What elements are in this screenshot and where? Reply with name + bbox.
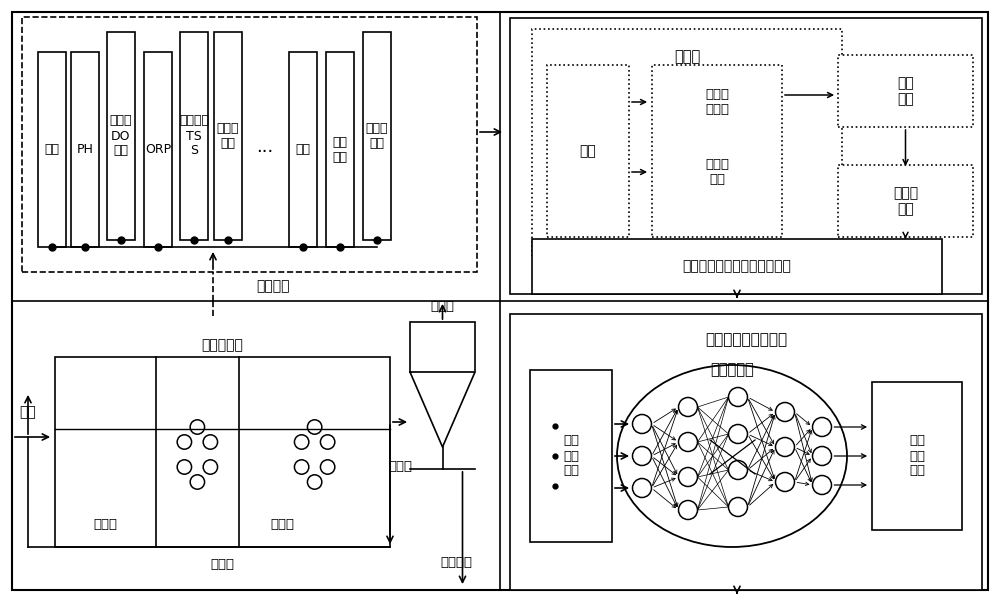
Text: 缺氧区: 缺氧区 — [93, 518, 117, 532]
Text: 辅助
变量
输入: 辅助 变量 输入 — [563, 435, 579, 477]
FancyBboxPatch shape — [180, 32, 208, 240]
FancyBboxPatch shape — [532, 29, 842, 257]
Text: ...: ... — [256, 138, 274, 156]
Text: PH: PH — [77, 143, 93, 156]
FancyBboxPatch shape — [144, 52, 172, 247]
Text: 污泥回
流量: 污泥回 流量 — [217, 122, 239, 150]
Text: 硝酸盐
浓度: 硝酸盐 浓度 — [366, 122, 388, 150]
Text: 机理
分析: 机理 分析 — [897, 76, 914, 106]
Text: ORP: ORP — [145, 143, 171, 156]
FancyBboxPatch shape — [530, 370, 612, 542]
Text: 进水
总磷: 进水 总磷 — [332, 135, 348, 164]
Text: 数据: 数据 — [580, 144, 596, 158]
Text: 储备池网络: 储备池网络 — [710, 362, 754, 377]
FancyBboxPatch shape — [532, 239, 942, 294]
Text: 好氧末端
TS
S: 好氧末端 TS S — [179, 114, 209, 158]
Text: 温度: 温度 — [44, 143, 60, 156]
FancyBboxPatch shape — [326, 52, 354, 247]
FancyBboxPatch shape — [289, 52, 317, 247]
FancyBboxPatch shape — [38, 52, 66, 247]
FancyBboxPatch shape — [838, 55, 973, 127]
Text: 数据采集: 数据采集 — [256, 279, 290, 293]
Text: 剔除异
常数据: 剔除异 常数据 — [705, 88, 729, 116]
Text: 泥龄: 泥龄 — [296, 143, 310, 156]
Text: 生化反应池: 生化反应池 — [202, 338, 243, 352]
FancyBboxPatch shape — [12, 12, 988, 590]
FancyBboxPatch shape — [510, 18, 982, 294]
FancyBboxPatch shape — [652, 65, 782, 237]
Text: 内回流: 内回流 — [388, 461, 412, 474]
FancyBboxPatch shape — [107, 32, 135, 240]
Text: 选定预测出水总磷的辅助变量: 选定预测出水总磷的辅助变量 — [683, 259, 791, 273]
Text: 污泥排出: 污泥排出 — [441, 556, 473, 568]
FancyBboxPatch shape — [547, 65, 629, 237]
Text: 预处理: 预处理 — [674, 49, 700, 64]
FancyBboxPatch shape — [410, 322, 475, 372]
Text: 主成分
分析: 主成分 分析 — [893, 186, 918, 216]
FancyBboxPatch shape — [71, 52, 99, 247]
Text: 好氧区
DO
浓度: 好氧区 DO 浓度 — [110, 114, 132, 158]
FancyBboxPatch shape — [872, 382, 962, 530]
FancyBboxPatch shape — [55, 357, 390, 547]
FancyBboxPatch shape — [22, 17, 477, 272]
Text: 好氧区: 好氧区 — [271, 518, 295, 532]
FancyBboxPatch shape — [363, 32, 391, 240]
Text: 数据归
一化: 数据归 一化 — [705, 158, 729, 186]
Text: 二沉池: 二沉池 — [430, 300, 454, 314]
Text: 出水总磷软测量模型: 出水总磷软测量模型 — [705, 332, 787, 347]
Text: 预测
出水
总磷: 预测 出水 总磷 — [909, 435, 925, 477]
Text: 污水: 污水 — [20, 405, 36, 419]
FancyBboxPatch shape — [214, 32, 242, 240]
FancyBboxPatch shape — [838, 165, 973, 237]
Polygon shape — [410, 372, 475, 447]
Text: 外回流: 外回流 — [210, 559, 234, 571]
FancyBboxPatch shape — [510, 314, 982, 590]
